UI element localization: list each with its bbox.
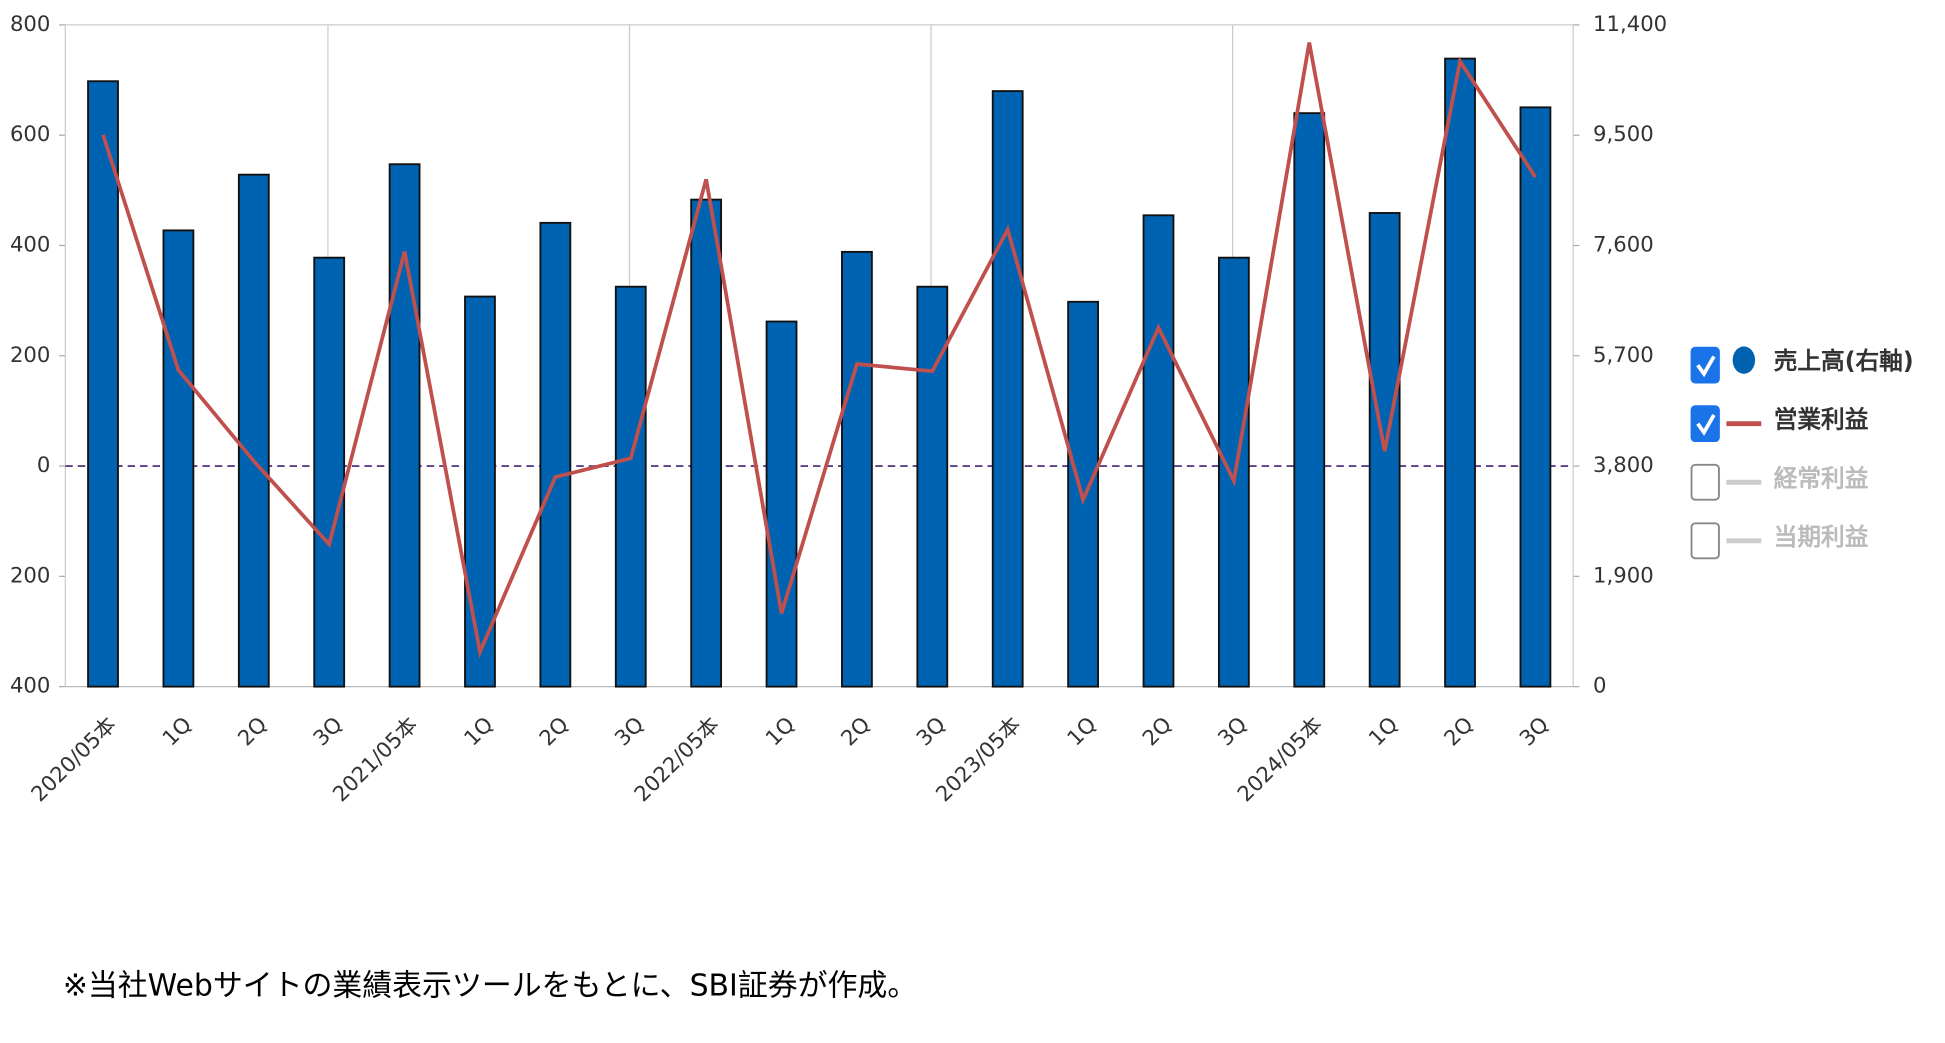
bar	[87, 80, 119, 688]
legend-label: 営業利益	[1774, 406, 1869, 434]
x-tick-label: 1Q	[1363, 712, 1402, 751]
y2-tick-label: 9,500	[1593, 121, 1654, 146]
marks	[87, 42, 1552, 688]
x-tick-label: 1Q	[157, 712, 196, 751]
x-tick-label: 2Q	[1137, 712, 1176, 751]
legend-checkbox[interactable]	[1690, 346, 1720, 384]
line	[101, 42, 1537, 659]
legend-checkbox[interactable]	[1690, 405, 1720, 443]
y-tick-label: 800	[10, 11, 50, 36]
x-tick-label: 1Q	[459, 712, 498, 751]
bar	[1444, 57, 1476, 688]
bar	[690, 198, 723, 688]
bar	[539, 221, 572, 688]
y-tick-label: 600	[10, 121, 50, 146]
bar	[388, 163, 421, 688]
bar	[237, 173, 270, 688]
y-tick-label: 200	[10, 562, 50, 587]
bar	[1142, 214, 1175, 688]
x-tick-label: 3Q	[1213, 712, 1252, 751]
legend-label: 経常利益	[1774, 464, 1869, 492]
x-tick-label: 2Q	[1439, 712, 1478, 751]
y-tick-label: 0	[37, 452, 50, 477]
x-tick-label: 2020/05本	[26, 712, 121, 807]
y2-tick-label: 1,900	[1593, 562, 1654, 587]
bar	[162, 229, 195, 688]
y2-tick-label: 5,700	[1593, 342, 1654, 367]
y2-tick-label: 0	[1593, 673, 1606, 698]
check-mark	[1696, 355, 1716, 378]
y2-tick-label: 11,400	[1593, 11, 1667, 36]
x-tick-label: 3Q	[911, 712, 950, 751]
x-tick-label: 3Q	[1514, 712, 1553, 751]
bar	[991, 90, 1024, 688]
x-tick-label: 3Q	[308, 712, 347, 751]
x-tick-label: 1Q	[760, 712, 799, 751]
bar	[1519, 106, 1552, 688]
bar	[1293, 112, 1326, 688]
x-tick-label: 3Q	[610, 712, 649, 751]
check-mark	[1696, 414, 1716, 436]
y-tick-label: 400	[10, 231, 50, 256]
y2-tick-label: 3,800	[1593, 452, 1654, 477]
x-tick-label: 2Q	[534, 712, 573, 751]
legend-swatch	[1732, 346, 1756, 374]
y-tick-label: 200	[10, 342, 50, 367]
bar	[765, 320, 798, 688]
x-tick-label: 2Q	[836, 712, 875, 751]
legend-checkbox[interactable]	[1690, 522, 1720, 560]
y-tick-label: 400	[10, 673, 50, 698]
bar	[841, 250, 873, 688]
legend-checkbox[interactable]	[1690, 463, 1720, 501]
x-tick-label: 2Q	[233, 712, 272, 751]
legend-label: 当期利益	[1774, 523, 1869, 551]
footnote: ※当社Webサイトの業績表示ツールをもとに、SBI証券が作成。	[63, 968, 917, 1003]
bar	[313, 256, 346, 688]
bar	[614, 285, 647, 688]
bar	[464, 295, 496, 688]
bar	[916, 285, 949, 688]
y2-tick-label: 7,600	[1593, 231, 1654, 256]
legend-label: 売上高(右軸)	[1774, 347, 1914, 375]
x-tick-label: 1Q	[1062, 712, 1101, 751]
